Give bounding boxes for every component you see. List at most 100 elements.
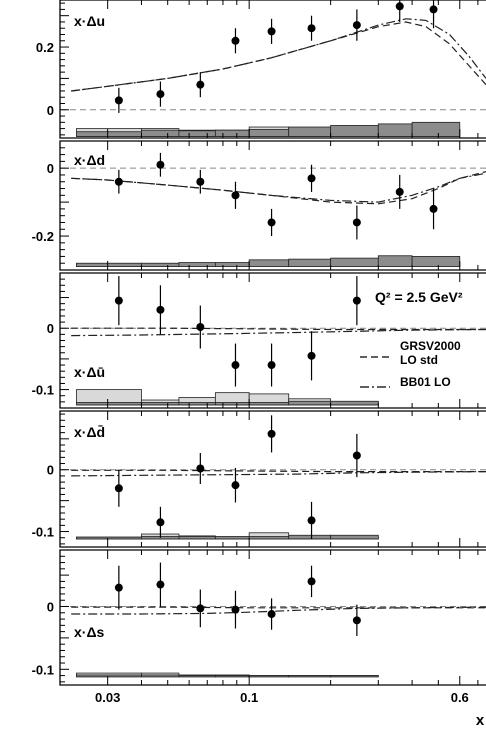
- sys-band-dark: [288, 675, 332, 678]
- data-point: [196, 464, 205, 473]
- sys-band-dark: [141, 674, 180, 678]
- data-point: [267, 610, 276, 619]
- y-tick-label: 0: [47, 161, 54, 176]
- panel-plot-area: [60, 0, 486, 137]
- data-point: [307, 516, 316, 525]
- data-point: [395, 187, 404, 196]
- data-point: [196, 604, 205, 613]
- grsv-curve: [71, 327, 486, 331]
- panel-1: 0 0.2 x·Δu: [36, 0, 486, 139]
- data-point: [267, 218, 276, 227]
- data-point: [352, 616, 361, 625]
- sys-band-dark: [76, 131, 142, 137]
- sys-band-dark: [214, 262, 250, 268]
- legend-label: BB01 LO: [400, 375, 451, 389]
- data-point: [231, 361, 240, 370]
- y-tick-label: 0: [47, 103, 54, 118]
- data-point: [429, 5, 438, 14]
- data-point: [267, 429, 276, 438]
- panel-plot-area: [60, 152, 486, 268]
- panel-label: x·Δd: [74, 152, 105, 168]
- y-tick-label: 0.2: [36, 40, 54, 55]
- panel-plot-area: [60, 562, 486, 678]
- panel-frame: [59, 140, 486, 271]
- sys-band-dark: [178, 536, 216, 540]
- data-point: [352, 296, 361, 305]
- data-point: [156, 90, 165, 99]
- bb01-curve: [71, 172, 486, 203]
- sys-band-dark: [377, 123, 413, 137]
- sys-band-dark: [214, 402, 250, 406]
- sys-band-dark: [377, 255, 413, 268]
- panel-4: 0 -0.1 x·Δd̄: [32, 410, 486, 548]
- sys-band-dark: [214, 129, 250, 137]
- data-point: [156, 160, 165, 169]
- data-point: [196, 80, 205, 89]
- sys-band-dark: [141, 262, 180, 268]
- data-point: [156, 305, 165, 314]
- data-point: [395, 2, 404, 11]
- sys-band-dark: [411, 121, 461, 137]
- x-tick-label: 0.1: [240, 690, 258, 705]
- data-point: [114, 96, 123, 105]
- sys-band-dark: [76, 674, 142, 678]
- panel-2: 0 -0.2 x·Δd: [32, 140, 486, 271]
- sys-band-dark: [76, 402, 142, 406]
- data-point: [352, 21, 361, 30]
- data-point: [196, 177, 205, 186]
- sys-band-dark: [330, 534, 379, 540]
- sys-band-dark: [178, 262, 216, 268]
- sys-band-dark: [288, 258, 332, 268]
- panel-3: 0 -0.1 x·Δū: [32, 272, 486, 409]
- sys-band-dark: [248, 675, 290, 678]
- y-tick-label: -0.2: [32, 229, 54, 244]
- grsv-curve: [71, 171, 486, 205]
- sys-band-dark: [178, 402, 216, 406]
- x-axis-label: x: [476, 712, 485, 729]
- sys-band-dark: [248, 129, 290, 137]
- data-point: [231, 481, 240, 490]
- data-point: [307, 24, 316, 33]
- bb01-curve: [71, 328, 486, 337]
- panel-label: x·Δd̄: [74, 423, 105, 440]
- data-point: [114, 296, 123, 305]
- panel-frame: [59, 410, 486, 548]
- bb01-curve: [71, 18, 486, 92]
- sys-band-dark: [214, 536, 250, 540]
- panel-frame: [59, 549, 486, 686]
- bb01-curve: [71, 606, 486, 615]
- data-point: [307, 174, 316, 183]
- data-point: [114, 177, 123, 186]
- data-point: [307, 577, 316, 586]
- sys-band-dark: [248, 536, 290, 540]
- panel-plot-area: [60, 415, 486, 540]
- data-point: [114, 484, 123, 493]
- data-point: [267, 361, 276, 370]
- sys-band-dark: [330, 125, 379, 137]
- data-point: [114, 583, 123, 592]
- panel-label: x·Δū: [74, 364, 105, 380]
- data-point: [267, 27, 276, 36]
- sys-band-dark: [288, 126, 332, 137]
- x-tick-label: 0.6: [451, 690, 469, 705]
- grsv-curve: [71, 21, 486, 92]
- sys-band-dark: [288, 400, 332, 406]
- y-tick-label: -0.1: [32, 525, 54, 540]
- grsv-curve: [71, 469, 486, 473]
- data-point: [196, 323, 205, 331]
- sys-band-dark: [411, 256, 461, 268]
- y-tick-label: -0.1: [32, 662, 54, 677]
- data-point: [352, 218, 361, 227]
- grsv-curve: [71, 606, 486, 609]
- data-point: [429, 204, 438, 213]
- y-tick-label: -0.1: [32, 383, 54, 398]
- data-point: [156, 580, 165, 589]
- sys-band-dark: [330, 400, 379, 406]
- panel-label: x·Δs: [74, 624, 105, 640]
- data-point: [156, 518, 165, 527]
- panel-5: 0 -0.1 x·Δs: [32, 549, 486, 686]
- sys-band-dark: [330, 257, 379, 268]
- sys-band-dark: [288, 534, 332, 540]
- panel-frame: [59, 0, 486, 139]
